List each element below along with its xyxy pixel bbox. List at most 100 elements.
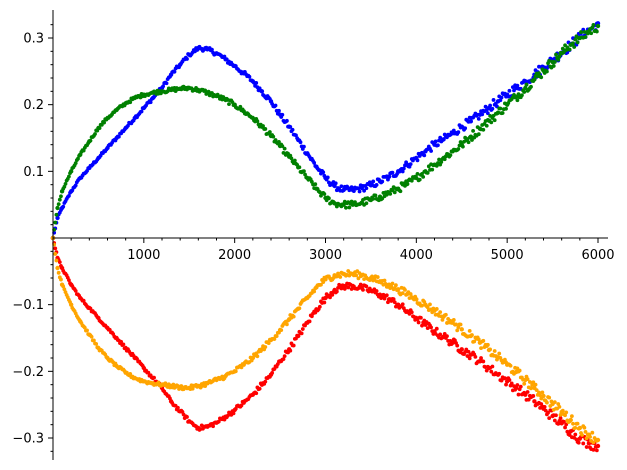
- scatter-point: [466, 349, 471, 354]
- scatter-point: [428, 302, 432, 307]
- scatter-point: [211, 424, 215, 429]
- scatter-point: [404, 160, 409, 165]
- scatter-point: [190, 386, 195, 391]
- series-0: [50, 21, 601, 241]
- scatter-point: [391, 297, 396, 302]
- scatter-point: [76, 156, 80, 161]
- scatter-point: [273, 103, 278, 108]
- scatter-point: [579, 30, 583, 34]
- scatter-point: [438, 310, 443, 315]
- scatter-point: [503, 101, 507, 106]
- scatter-point: [89, 334, 94, 339]
- scatter-point: [415, 172, 420, 176]
- scatter-point: [560, 408, 565, 413]
- scatter-point: [364, 186, 369, 191]
- x-tick-label: 4000: [400, 248, 433, 263]
- scatter-point: [451, 128, 456, 133]
- scatter-point: [346, 285, 351, 290]
- scatter-point: [569, 414, 574, 419]
- scatter-point: [128, 371, 133, 376]
- y-tick-label: 0.1: [23, 165, 44, 180]
- scatter-point: [354, 273, 359, 278]
- scatter-point: [552, 400, 557, 405]
- scatter-point: [442, 157, 447, 162]
- scatter-point: [277, 108, 281, 113]
- scatter-point: [429, 325, 433, 330]
- scatter-point: [400, 169, 405, 174]
- scatter-point: [394, 283, 398, 288]
- scatter-point: [515, 98, 520, 103]
- scatter-point: [590, 430, 595, 435]
- x-tick-label: 2000: [218, 248, 251, 263]
- scatter-point: [547, 59, 552, 63]
- scatter-point: [327, 196, 331, 201]
- scatter-point: [380, 179, 385, 184]
- scatter-point: [86, 166, 91, 171]
- scatter-point: [384, 174, 389, 179]
- scatter-point: [285, 322, 289, 327]
- scatter-point: [439, 314, 444, 319]
- scatter-point: [583, 35, 588, 39]
- scatter-point: [68, 190, 72, 195]
- scatter-point: [348, 282, 353, 287]
- scatter-point: [322, 300, 327, 305]
- scatter-point: [557, 54, 562, 59]
- scatter-point: [525, 377, 530, 382]
- scatter-point: [479, 346, 483, 351]
- scatter-point: [484, 108, 489, 112]
- scatter-point: [295, 333, 300, 338]
- scatter-point: [571, 421, 575, 426]
- scatter-point: [476, 337, 481, 342]
- scatter-point: [545, 69, 549, 74]
- scatter-point: [554, 52, 558, 57]
- scatter-point: [420, 323, 424, 328]
- scatter-point: [533, 382, 538, 387]
- scatter-point: [516, 92, 521, 97]
- scatter-point: [457, 143, 462, 148]
- scatter-point: [317, 304, 322, 309]
- scatter-point: [548, 404, 553, 408]
- scatter-point: [272, 337, 277, 341]
- scatter-point: [448, 153, 453, 158]
- scatter-point: [122, 127, 127, 132]
- data-point: [595, 23, 601, 29]
- scatter-point: [204, 92, 209, 96]
- scatter-point: [263, 379, 268, 384]
- scatter-point: [334, 289, 339, 294]
- scatter-point: [438, 135, 443, 140]
- scatter-point: [300, 327, 305, 331]
- scatter-point: [415, 158, 420, 163]
- scatter-point: [68, 171, 72, 176]
- scatter-point: [321, 170, 326, 175]
- scatter-point: [440, 317, 445, 322]
- scatter-point: [525, 390, 530, 394]
- scatter-point: [176, 405, 180, 410]
- scatter-point: [222, 376, 227, 381]
- scatter-point: [230, 100, 235, 105]
- scatter-point: [77, 153, 82, 158]
- scatter-point: [344, 205, 348, 210]
- scatter-point: [556, 57, 561, 62]
- scatter-point: [467, 329, 472, 333]
- scatter-point: [471, 128, 475, 133]
- scatter-point: [497, 371, 502, 376]
- scatter-point: [374, 289, 379, 293]
- scatter-point: [267, 130, 272, 134]
- scatter-point: [591, 22, 596, 27]
- scatter-point: [194, 86, 198, 90]
- scatter-point: [67, 174, 71, 179]
- scatter-point: [367, 278, 372, 282]
- scatter-point: [539, 396, 544, 401]
- scatter-point: [520, 93, 524, 98]
- scatter-point: [266, 341, 271, 346]
- scatter-point: [313, 164, 318, 168]
- scatter-point: [562, 419, 566, 424]
- scatter-point: [364, 284, 369, 289]
- scatter-point: [384, 293, 389, 298]
- scatter-point: [499, 95, 504, 100]
- scatter-point: [257, 386, 262, 391]
- scatter-point: [490, 364, 495, 369]
- scatter-point: [557, 404, 562, 409]
- scatter-point: [126, 123, 130, 128]
